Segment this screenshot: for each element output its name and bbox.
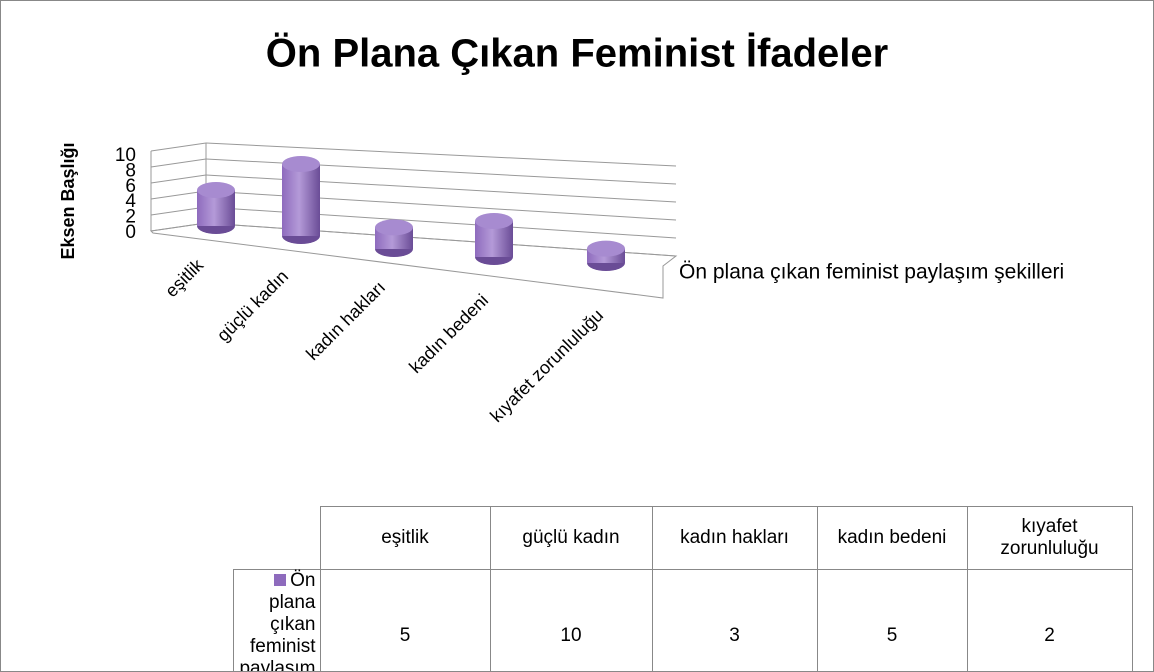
bar (475, 213, 513, 265)
table-row-header: Ön plana çıkan feminist paylaşım şekille… (233, 569, 321, 672)
grid-line (150, 174, 207, 184)
y-axis-label: Eksen Başlığı (58, 142, 78, 259)
x-tick-label: kıyafet zorunluluğu (486, 305, 607, 426)
bar (375, 219, 413, 257)
bar-top (282, 156, 320, 172)
bar (587, 240, 625, 271)
table-value: 2 (966, 569, 1133, 671)
grid-line (150, 222, 207, 232)
legend-swatch (274, 574, 287, 586)
table-value: 10 (489, 569, 653, 671)
table-header-cell: eşitlik (319, 506, 491, 570)
table-row: eşitlik güçlü kadın kadın hakları kadın bed… (233, 506, 1133, 570)
y-tick-label: 4 (125, 191, 136, 212)
x-tick-label: eşitlik (161, 254, 208, 301)
grid-line (205, 174, 677, 203)
table-header-cell: kadın hakları (651, 506, 818, 570)
table-value: 3 (651, 569, 818, 671)
bar (282, 156, 320, 244)
data-table: eşitlik güçlü kadın kadın hakları kadın bed… (233, 506, 1133, 672)
legend-label: Ön plana çıkan feminist paylaşım şekille… (239, 570, 316, 672)
legend-label: Ön plana çıkan feminist paylaşım şekille… (679, 261, 1064, 284)
y-tick-label: 6 (125, 176, 136, 197)
chart-title: Ön Plana Çıkan Feminist İfadeler (266, 31, 888, 76)
table-header-cell: kıyafet zorunluluğu (966, 506, 1133, 570)
bar-top (587, 240, 625, 257)
bar-top (197, 182, 235, 198)
bar-top (475, 213, 513, 229)
table-header-cell: güçlü kadın (489, 506, 653, 570)
y-tick-label: 2 (125, 207, 136, 228)
grid-line (150, 158, 207, 168)
table-corner (233, 506, 321, 570)
bar-top (375, 219, 413, 236)
x-tick-label: kadın hakları (302, 277, 389, 364)
x-tick-label: güçlü kadın (213, 266, 292, 345)
x-tick-label: kadın bedeni (405, 290, 492, 377)
grid-line (150, 206, 207, 216)
bar (197, 182, 235, 234)
table-row: Ön plana çıkan feminist paylaşım şekille… (233, 569, 1133, 672)
table-value: 5 (816, 569, 968, 671)
grid-line (150, 142, 207, 152)
grid-line (205, 206, 677, 239)
y-tick-label: 10 (115, 145, 136, 166)
table-header-cell: kadın bedeni (816, 506, 968, 570)
y-tick-label: 0 (125, 222, 136, 243)
table-value: 5 (319, 569, 491, 671)
grid-line (150, 190, 207, 200)
bar-body (282, 164, 320, 236)
y-tick-label: 8 (125, 160, 136, 181)
grid-line (205, 142, 677, 167)
grid-line (205, 190, 677, 221)
